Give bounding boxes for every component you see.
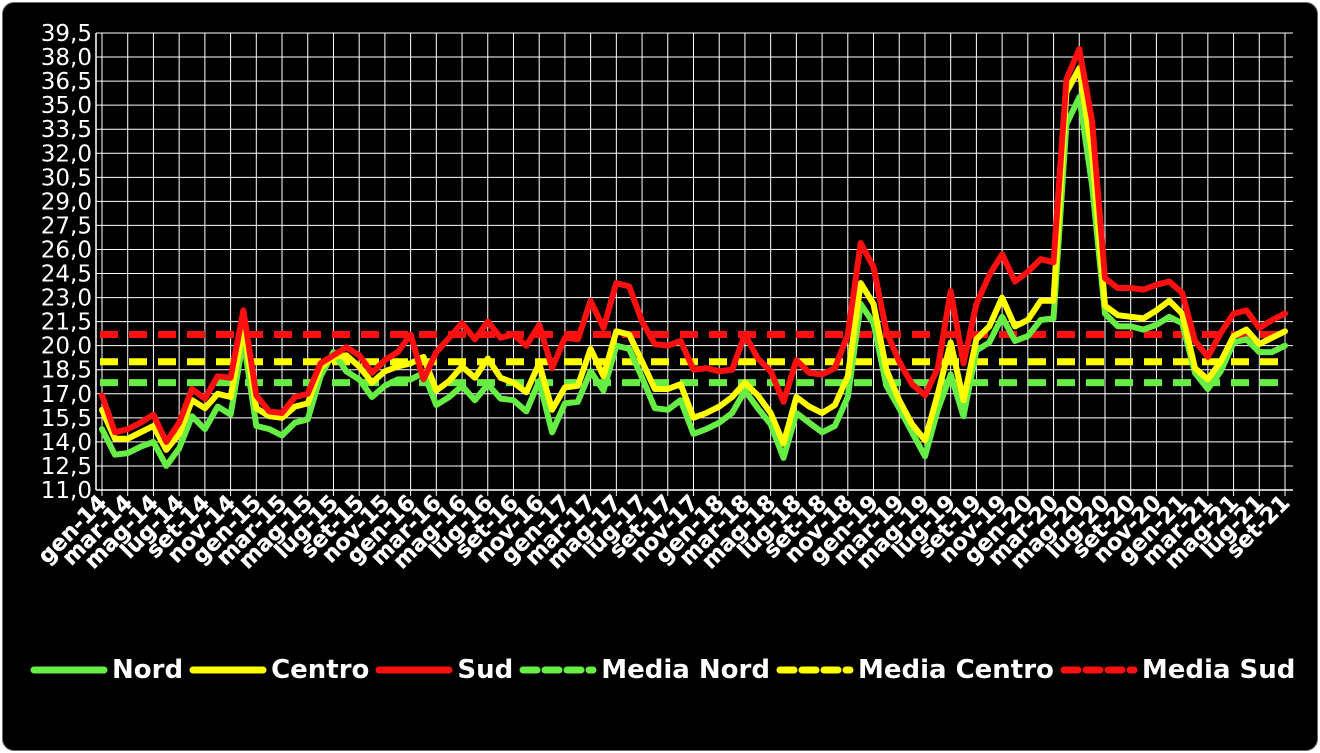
y-tick-label: 36,5 [41, 69, 92, 95]
y-tick-label: 18,5 [41, 358, 92, 384]
y-tick-label: 20,0 [41, 334, 92, 360]
y-tick-label: 24,5 [41, 262, 92, 288]
legend-label: Centro [271, 655, 370, 685]
legend-swatch [776, 666, 854, 674]
plot-lines [99, 46, 1288, 469]
legend-label: Nord [112, 655, 184, 685]
legend-swatch [30, 666, 108, 674]
y-tick-label: 32,0 [41, 141, 92, 167]
chart-grid [95, 32, 1293, 496]
legend-swatch [519, 666, 597, 674]
legend-swatch [189, 666, 267, 674]
y-tick-label: 15,5 [41, 406, 92, 432]
y-tick-label: 14,0 [41, 430, 92, 456]
y-tick-label: 26,0 [41, 237, 92, 263]
legend: Nord Centro Sud Media Nord Media Centro Media… [30, 650, 1301, 690]
legend-swatch [1060, 666, 1138, 674]
y-tick-label: 38,0 [41, 45, 92, 71]
legend-item: Media Centro [776, 655, 1060, 685]
legend-swatch [375, 666, 453, 674]
x-axis-ticks: gen-14mar-14mag-14lug-14set-14nov-14gen-… [33, 490, 1295, 574]
legend-label: Sud [457, 655, 514, 685]
y-tick-label: 21,5 [41, 310, 92, 336]
y-tick-label: 39,5 [41, 21, 92, 47]
legend-label: Media Sud [1141, 655, 1296, 685]
y-tick-label: 23,0 [41, 286, 92, 312]
legend-item: Centro [189, 655, 375, 685]
y-tick-label: 27,5 [41, 213, 92, 239]
y-tick-label: 30,5 [41, 165, 92, 191]
y-axis-ticks: 11,012,514,015,517,018,520,021,523,024,5… [41, 21, 92, 504]
y-tick-label: 12,5 [41, 454, 92, 480]
y-tick-label: 11,0 [41, 478, 92, 504]
y-tick-label: 35,0 [41, 93, 92, 119]
legend-item: Nord [30, 655, 189, 685]
legend-item: Media Nord [519, 655, 776, 685]
legend-item: Media Sud [1060, 655, 1301, 685]
y-tick-label: 33,5 [41, 117, 92, 143]
y-tick-label: 17,0 [41, 382, 92, 408]
series-sud [99, 46, 1288, 445]
legend-item: Sud [375, 655, 519, 685]
y-tick-label: 29,0 [41, 189, 92, 215]
legend-label: Media Centro [857, 655, 1054, 685]
legend-label: Media Nord [601, 655, 770, 685]
series-nord [99, 94, 1288, 469]
series-centro [99, 65, 1288, 453]
